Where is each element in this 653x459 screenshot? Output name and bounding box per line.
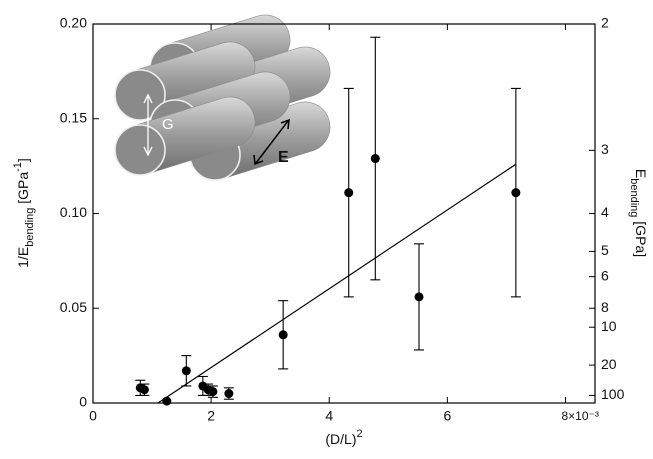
- data-point: [139, 385, 149, 395]
- label-part: E: [633, 169, 649, 178]
- y-tick-label: 0.15: [60, 109, 87, 125]
- label-part: bending: [628, 178, 640, 217]
- y-tick-label: 0: [79, 394, 87, 410]
- x-tick-label: 0: [89, 408, 97, 424]
- annotation: E: [278, 149, 289, 166]
- y-tick-label: 0.05: [60, 299, 87, 315]
- data-point: [162, 396, 172, 406]
- x-tick-label: 8×10⁻³: [561, 409, 598, 423]
- x-tick-label: 2: [207, 408, 215, 424]
- y2-tick-label: 6: [601, 267, 609, 283]
- y-tick-label: 0.10: [60, 204, 87, 220]
- label-part: bending: [24, 208, 36, 247]
- data-point: [224, 389, 234, 399]
- y2-tick-label: 5: [601, 242, 609, 258]
- label-part: [GPa]: [633, 217, 649, 257]
- y2-tick-label: 100: [601, 386, 625, 402]
- x-tick-label: 6: [443, 408, 451, 424]
- data-point: [208, 387, 218, 397]
- y2-tick-label: 3: [601, 141, 609, 157]
- y2-tick-label: 4: [601, 204, 609, 220]
- y2-tick-label: 8: [601, 299, 609, 315]
- data-point: [344, 188, 354, 198]
- data-point: [181, 366, 191, 376]
- data-point: [414, 292, 424, 302]
- x-tick-label: 4: [325, 408, 333, 424]
- tube-end: [114, 69, 166, 121]
- label-part: [GPa: [15, 172, 31, 208]
- arrow: [255, 120, 289, 164]
- label-part: (D/L): [325, 431, 356, 447]
- arrow-head: [143, 93, 153, 157]
- fit-line: [157, 163, 517, 404]
- label-part: 1/E: [15, 247, 31, 268]
- y2-tick-label: 20: [601, 356, 617, 372]
- label-part: -1: [12, 162, 24, 172]
- label-part: ]: [15, 158, 31, 162]
- arrow-head: [253, 118, 290, 166]
- y2-axis-label: Ebending [GPa]: [628, 169, 649, 257]
- label-part: 2: [357, 428, 363, 440]
- data-point: [370, 154, 380, 164]
- inset-illustration: [114, 14, 331, 181]
- data-point: [278, 330, 288, 340]
- tube-end: [114, 124, 166, 176]
- y2-tick-label: 2: [601, 15, 609, 31]
- y-axis-label: 1/Ebending [GPa-1]: [12, 158, 36, 268]
- y2-tick-label: 10: [601, 318, 617, 334]
- data-point: [511, 188, 521, 198]
- x-axis-label: (D/L)2: [325, 428, 362, 447]
- y-tick-label: 0.20: [60, 15, 87, 31]
- annotation: G: [162, 116, 174, 133]
